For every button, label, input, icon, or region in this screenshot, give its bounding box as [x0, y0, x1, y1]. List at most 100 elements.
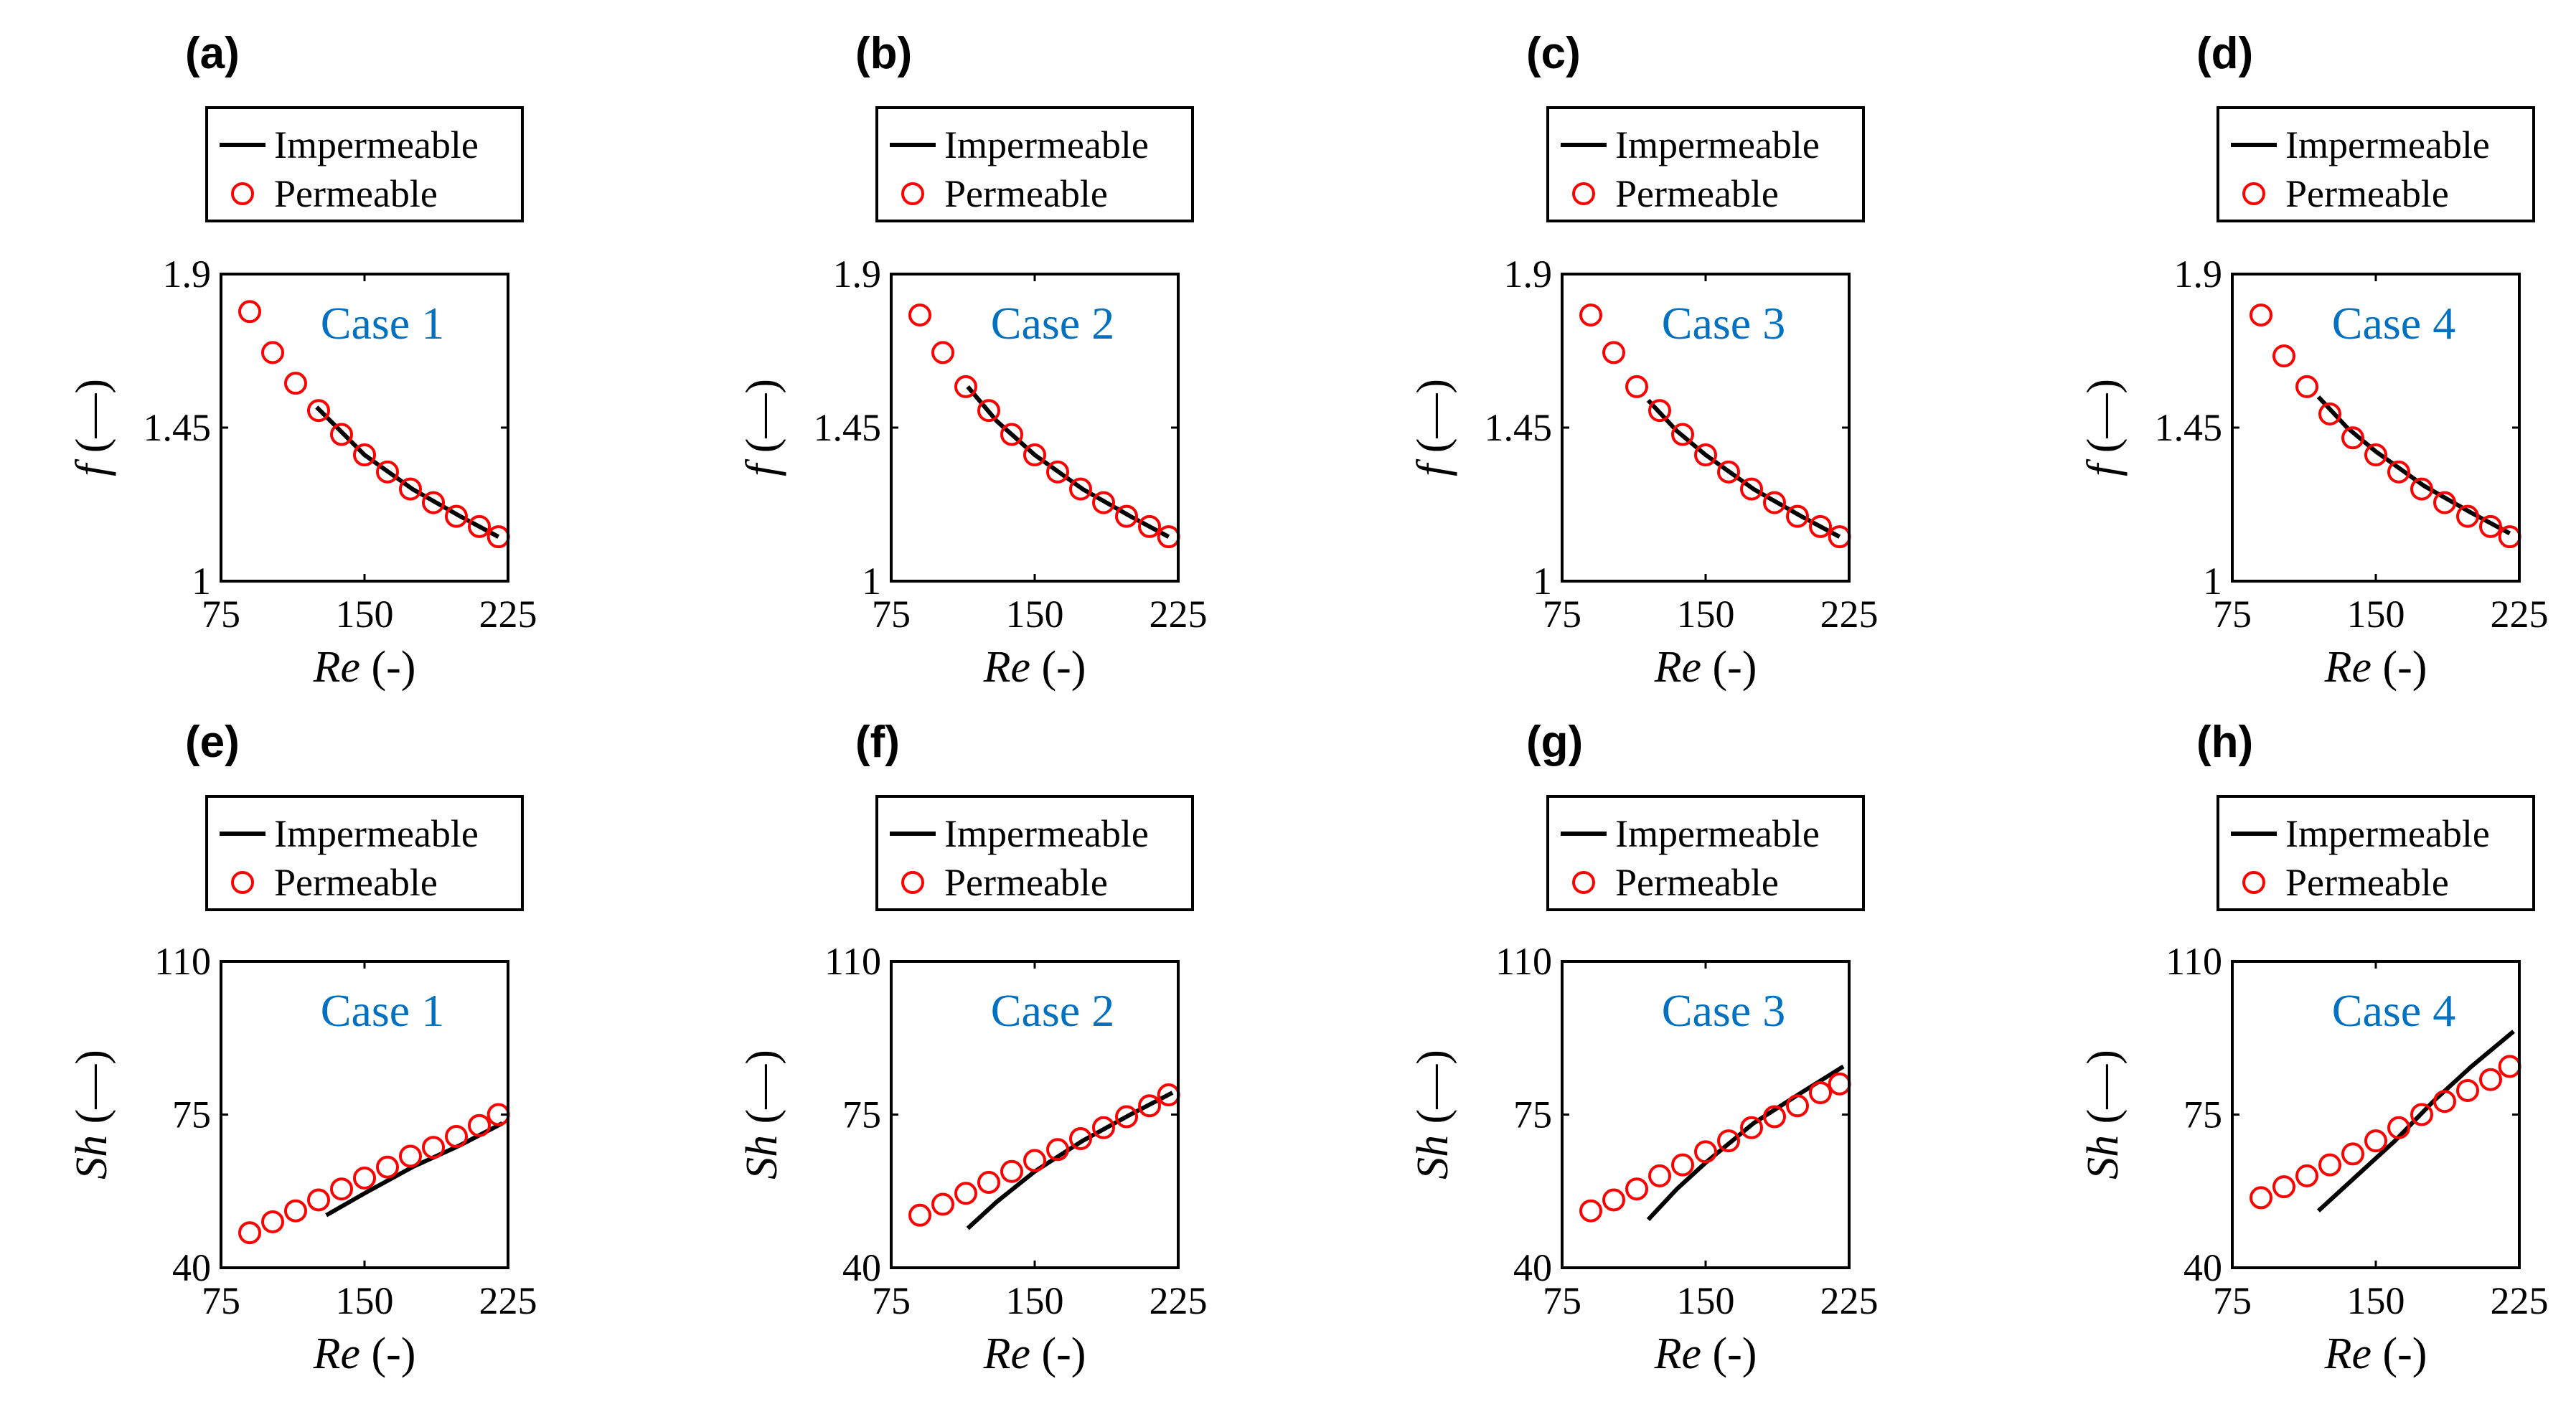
x-axis-unit: (-): [2382, 643, 2427, 692]
data-point-permeable: [2410, 1103, 2433, 1126]
data-point-permeable: [1740, 477, 1763, 501]
data-point-permeable: [2410, 477, 2433, 501]
x-tick-label: 225: [1150, 593, 1208, 636]
y-tick-label: 40: [842, 1246, 881, 1289]
x-tick-label: 75: [202, 1279, 240, 1322]
chart-panel-b: (b) Impermeable Permeable 75 150 225 1 1.45 1.9 R…: [738, 29, 1208, 692]
y-tick-label: 75: [172, 1093, 211, 1136]
legend-permeable-label: Permeable: [274, 861, 438, 904]
case-label: Case 2: [991, 298, 1114, 349]
x-axis-label: Re (-): [313, 643, 416, 692]
x-tick-label: 75: [1543, 593, 1581, 636]
data-point-permeable: [261, 341, 284, 364]
case-label: Case 1: [321, 985, 444, 1036]
data-point-permeable: [330, 1177, 353, 1201]
x-axis-symbol: Re: [1654, 643, 1713, 692]
x-tick-label: 225: [1820, 1279, 1879, 1322]
x-axis-symbol: Re: [2324, 643, 2383, 692]
y-tick-label: 1.9: [1504, 253, 1553, 296]
legend-permeable-marker: [2242, 182, 2265, 205]
data-point-permeable: [2498, 525, 2521, 549]
data-point-permeable: [2387, 1116, 2410, 1139]
data-point-permeable: [1828, 1072, 1851, 1096]
x-tick-label: 75: [2213, 593, 2252, 636]
x-tick-label: 75: [872, 1279, 911, 1322]
data-point-permeable: [1717, 1129, 1740, 1153]
legend-permeable-marker: [901, 182, 924, 205]
data-point-permeable: [2250, 303, 2272, 327]
y-axis-symbol: f: [738, 453, 786, 476]
y-tick-label: 1.9: [163, 253, 212, 296]
data-point-permeable: [1648, 399, 1671, 423]
data-point-permeable: [1000, 1159, 1023, 1183]
x-tick-label: 75: [872, 593, 911, 636]
panel-label: (f): [855, 717, 900, 767]
data-point-permeable: [1671, 423, 1694, 446]
legend-permeable-label: Permeable: [1615, 861, 1779, 904]
legend-permeable-marker: [231, 871, 254, 894]
panel-label: (c): [1526, 29, 1581, 78]
legend-impermeable-label: Impermeable: [274, 812, 479, 855]
legend-permeable-marker: [901, 871, 924, 894]
data-point-permeable: [353, 443, 376, 467]
x-axis-label: Re (-): [313, 1329, 416, 1378]
y-tick-label: 1.9: [833, 253, 882, 296]
data-point-permeable: [330, 423, 353, 446]
data-point-permeable: [1625, 1177, 1648, 1201]
data-point-permeable: [1115, 1105, 1138, 1129]
data-point-permeable: [2479, 1068, 2502, 1091]
data-point-permeable: [468, 1113, 491, 1137]
data-point-permeable: [2456, 504, 2479, 528]
series-impermeable-line: [966, 1091, 1174, 1230]
y-axis-symbol: f: [67, 453, 116, 476]
panel-label: (e): [185, 717, 240, 767]
y-tick-label: 75: [1513, 1093, 1552, 1136]
data-point-permeable: [261, 1210, 284, 1233]
data-point-permeable: [1092, 1116, 1115, 1139]
y-axis-symbol: Sh: [67, 1124, 116, 1179]
data-point-permeable: [2433, 491, 2456, 514]
data-point-permeable: [445, 1125, 468, 1148]
data-point-permeable: [954, 375, 977, 398]
y-axis-symbol: f: [2079, 453, 2128, 476]
x-tick-label: 150: [1006, 593, 1064, 636]
x-axis-symbol: Re: [2324, 1329, 2383, 1378]
data-point-permeable: [2272, 344, 2295, 368]
data-point-permeable: [1740, 1116, 1763, 1139]
y-tick-label: 40: [1513, 1246, 1552, 1289]
data-point-permeable: [2250, 1186, 2272, 1210]
case-label: Case 1: [321, 298, 444, 349]
data-point-permeable: [1046, 460, 1069, 484]
data-point-permeable: [2318, 402, 2341, 425]
panel-label: (d): [2196, 29, 2253, 78]
y-axis-unit: (—): [2079, 1050, 2128, 1124]
data-point-permeable: [1763, 1105, 1786, 1129]
data-point-permeable: [2433, 1090, 2456, 1113]
y-axis-symbol: f: [1409, 453, 1457, 476]
data-point-permeable: [422, 491, 445, 514]
series-impermeable-line: [2316, 395, 2511, 536]
data-point-permeable: [1671, 1153, 1694, 1177]
legend-impermeable-label: Impermeable: [1615, 812, 1820, 855]
x-axis-symbol: Re: [1654, 1329, 1713, 1378]
y-axis-unit: (—): [1409, 1050, 1457, 1124]
x-tick-label: 150: [336, 593, 394, 636]
data-point-permeable: [1092, 491, 1115, 514]
legend-impermeable-label: Impermeable: [1615, 123, 1820, 166]
legend-permeable-marker: [1572, 871, 1595, 894]
x-axis-unit: (-): [1041, 643, 1086, 692]
y-tick-label: 110: [1495, 940, 1552, 983]
y-tick-label: 1: [192, 560, 211, 603]
data-point-permeable: [1602, 341, 1625, 364]
x-axis-label: Re (-): [2324, 1329, 2427, 1378]
data-point-permeable: [422, 1136, 445, 1159]
legend-permeable-label: Permeable: [274, 172, 438, 215]
x-axis-unit: (-): [1712, 1329, 1757, 1378]
data-point-permeable: [2456, 1078, 2479, 1102]
data-point-permeable: [1046, 1138, 1069, 1162]
y-tick-label: 110: [824, 940, 881, 983]
data-point-permeable: [2295, 1164, 2318, 1187]
